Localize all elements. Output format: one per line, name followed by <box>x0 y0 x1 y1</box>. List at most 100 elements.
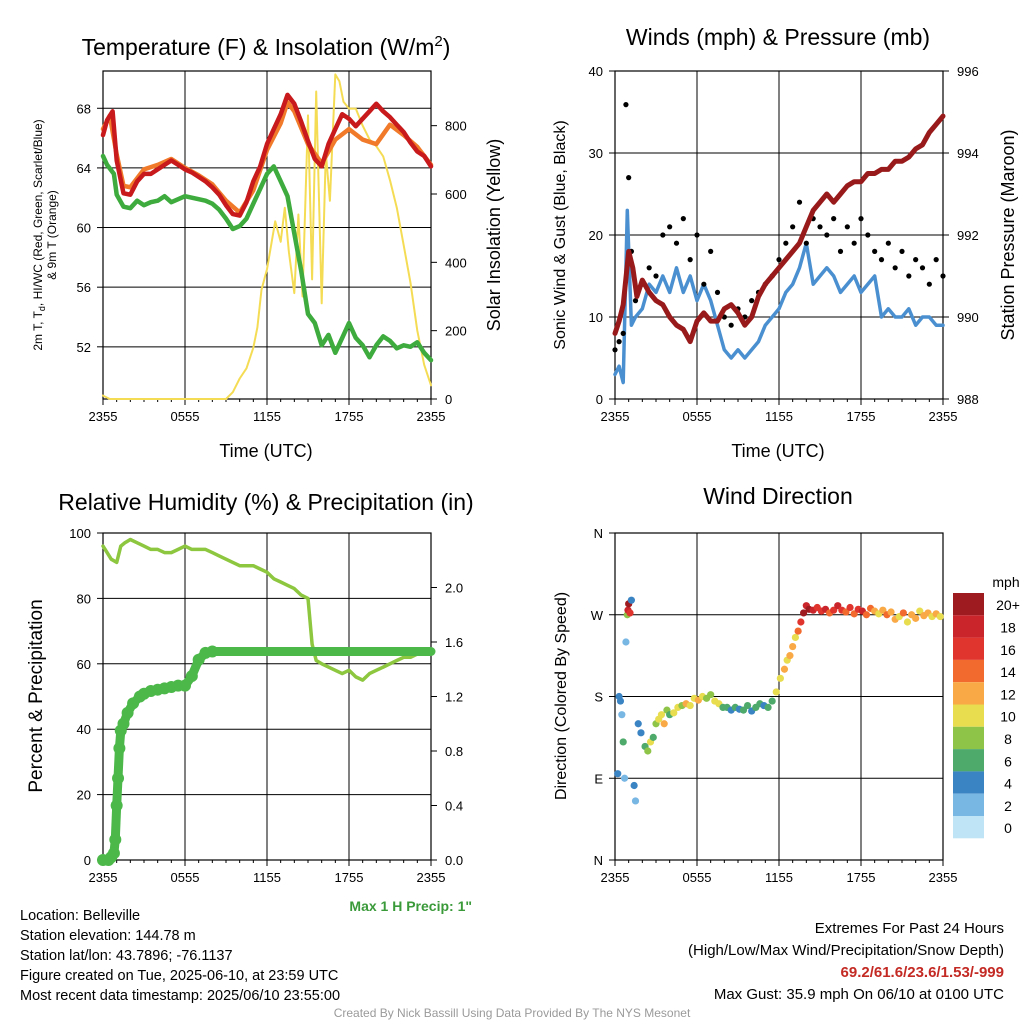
gust-point <box>837 248 844 254</box>
speed-legend-label: 20+ <box>996 597 1020 613</box>
direction-point <box>903 618 912 626</box>
direction-point <box>649 733 657 741</box>
rh-line <box>101 537 433 682</box>
plot-frame <box>102 70 432 400</box>
direction-point <box>644 747 652 755</box>
speed-legend-label: 8 <box>1004 731 1012 747</box>
gust-point <box>776 257 782 263</box>
gust-point <box>892 265 898 271</box>
station-info: Location: Belleville Station elevation: … <box>20 906 340 1006</box>
gust-point <box>878 257 885 263</box>
insolation-y-axis-label: Solar Insolation (Yellow) <box>484 139 504 331</box>
speed-legend-label: 4 <box>1004 776 1012 792</box>
gust-point <box>632 298 639 304</box>
latlon-text: Station lat/lon: 43.7896; -76.1137 <box>20 948 233 964</box>
x-tick-label: 0555 <box>683 409 712 424</box>
speed-legend-swatch <box>953 704 984 727</box>
direction-point <box>772 688 780 696</box>
direction-point <box>912 614 920 622</box>
y-tick-label: 68 <box>77 101 91 116</box>
precip-point <box>110 799 123 812</box>
direction-point <box>614 770 622 778</box>
direction-point <box>887 608 895 616</box>
direction-point <box>776 674 784 682</box>
gust-point <box>687 257 693 263</box>
x-tick-label: 2355 <box>417 409 446 424</box>
speed-legend-swatch <box>953 793 984 816</box>
gust-point <box>858 216 864 222</box>
x-tick-label: 1755 <box>847 409 876 424</box>
extremes-subtitle: (High/Low/Max Wind/Precipitation/Snow De… <box>688 942 1004 959</box>
direction-point <box>780 665 789 673</box>
gust-point <box>714 289 721 295</box>
plot-frame <box>614 532 944 861</box>
y2-tick-label: 0.8 <box>445 744 463 759</box>
max-precip-annotation: Max 1 H Precip: 1" <box>349 898 472 914</box>
precip-point <box>206 645 219 658</box>
gust-point <box>790 224 796 230</box>
y-tick-label: S <box>594 690 603 705</box>
x-tick-label: 1155 <box>765 409 793 424</box>
humidity-panel-title: Relative Humidity (%) & Precipitation (i… <box>58 489 473 515</box>
temperature-panel: Temperature (F) & Insolation (W/m2) Time… <box>31 33 504 461</box>
gust-point <box>660 232 666 238</box>
y-tick-label: 56 <box>77 280 91 295</box>
y2-tick-label: 990 <box>957 310 979 325</box>
x-tick-label: 2355 <box>89 870 118 885</box>
direction-point <box>622 638 630 646</box>
speed-legend-label: 2 <box>1004 798 1012 814</box>
y-tick-label: N <box>594 526 603 541</box>
direction-point <box>743 701 752 710</box>
x-tick-label: 0555 <box>683 870 712 885</box>
x-tick-label: 1755 <box>335 870 364 885</box>
x-tick-label: 2355 <box>929 409 958 424</box>
wind-direction-panel-title: Wind Direction <box>703 483 853 509</box>
elevation-text: Station elevation: 144.78 m <box>20 928 196 944</box>
gust-point <box>844 224 850 230</box>
precip-point <box>107 847 120 860</box>
precip-point <box>179 679 191 692</box>
speed-legend-label: 0 <box>1004 820 1012 836</box>
gust-point <box>933 257 939 263</box>
humidity-y-axis-label: Percent & Precipitation <box>26 599 47 792</box>
gust-point <box>673 240 680 246</box>
x-tick-label: 2355 <box>417 870 446 885</box>
precip-point <box>117 717 130 730</box>
y-tick-label: N <box>594 853 603 868</box>
gust-point <box>817 224 823 230</box>
direction-point <box>620 774 629 782</box>
recent-data-text: Most recent data timestamp: 2025/06/10 2… <box>20 988 341 1004</box>
y-tick-label: 64 <box>77 161 91 176</box>
speed-legend-label: 12 <box>1000 686 1016 702</box>
precip-point <box>121 706 134 719</box>
speed-legend-swatch <box>953 749 984 772</box>
speed-legend-label: 14 <box>1000 664 1016 680</box>
gust-point <box>885 240 891 246</box>
y2-tick-label: 0.4 <box>445 799 463 814</box>
precip-point <box>109 833 122 846</box>
y-tick-label: 30 <box>589 146 603 161</box>
y2-tick-label: 200 <box>445 324 467 339</box>
precip-point <box>185 670 198 683</box>
direction-point <box>660 720 668 728</box>
x-tick-label: 2355 <box>601 870 630 885</box>
speed-legend-swatch <box>953 615 984 638</box>
created-text: Figure created on Tue, 2025-06-10, at 23… <box>20 968 339 984</box>
gust-point <box>680 216 686 222</box>
direction-point <box>899 609 907 617</box>
plot-frame <box>614 70 944 400</box>
y-tick-label: 10 <box>589 310 603 325</box>
direction-point <box>670 709 678 717</box>
speed-legend-swatch <box>953 682 984 705</box>
gust-point <box>940 273 946 279</box>
y2-tick-label: 2.0 <box>445 581 463 596</box>
speed-legend-label: 16 <box>1000 642 1016 658</box>
y-tick-label: 40 <box>77 722 91 737</box>
insolation-line <box>102 73 432 400</box>
gust-point <box>803 240 809 246</box>
temperature-y-axis-label-line1: 2m T, Td, HI/WC (Red, Green, Scarlet/Blu… <box>31 119 47 350</box>
dewpoint-line <box>100 153 434 363</box>
direction-point <box>764 703 772 712</box>
gust-point <box>796 199 803 205</box>
winds-panel: Winds (mph) & Pressure (mb) Time (UTC) S… <box>552 24 1018 461</box>
